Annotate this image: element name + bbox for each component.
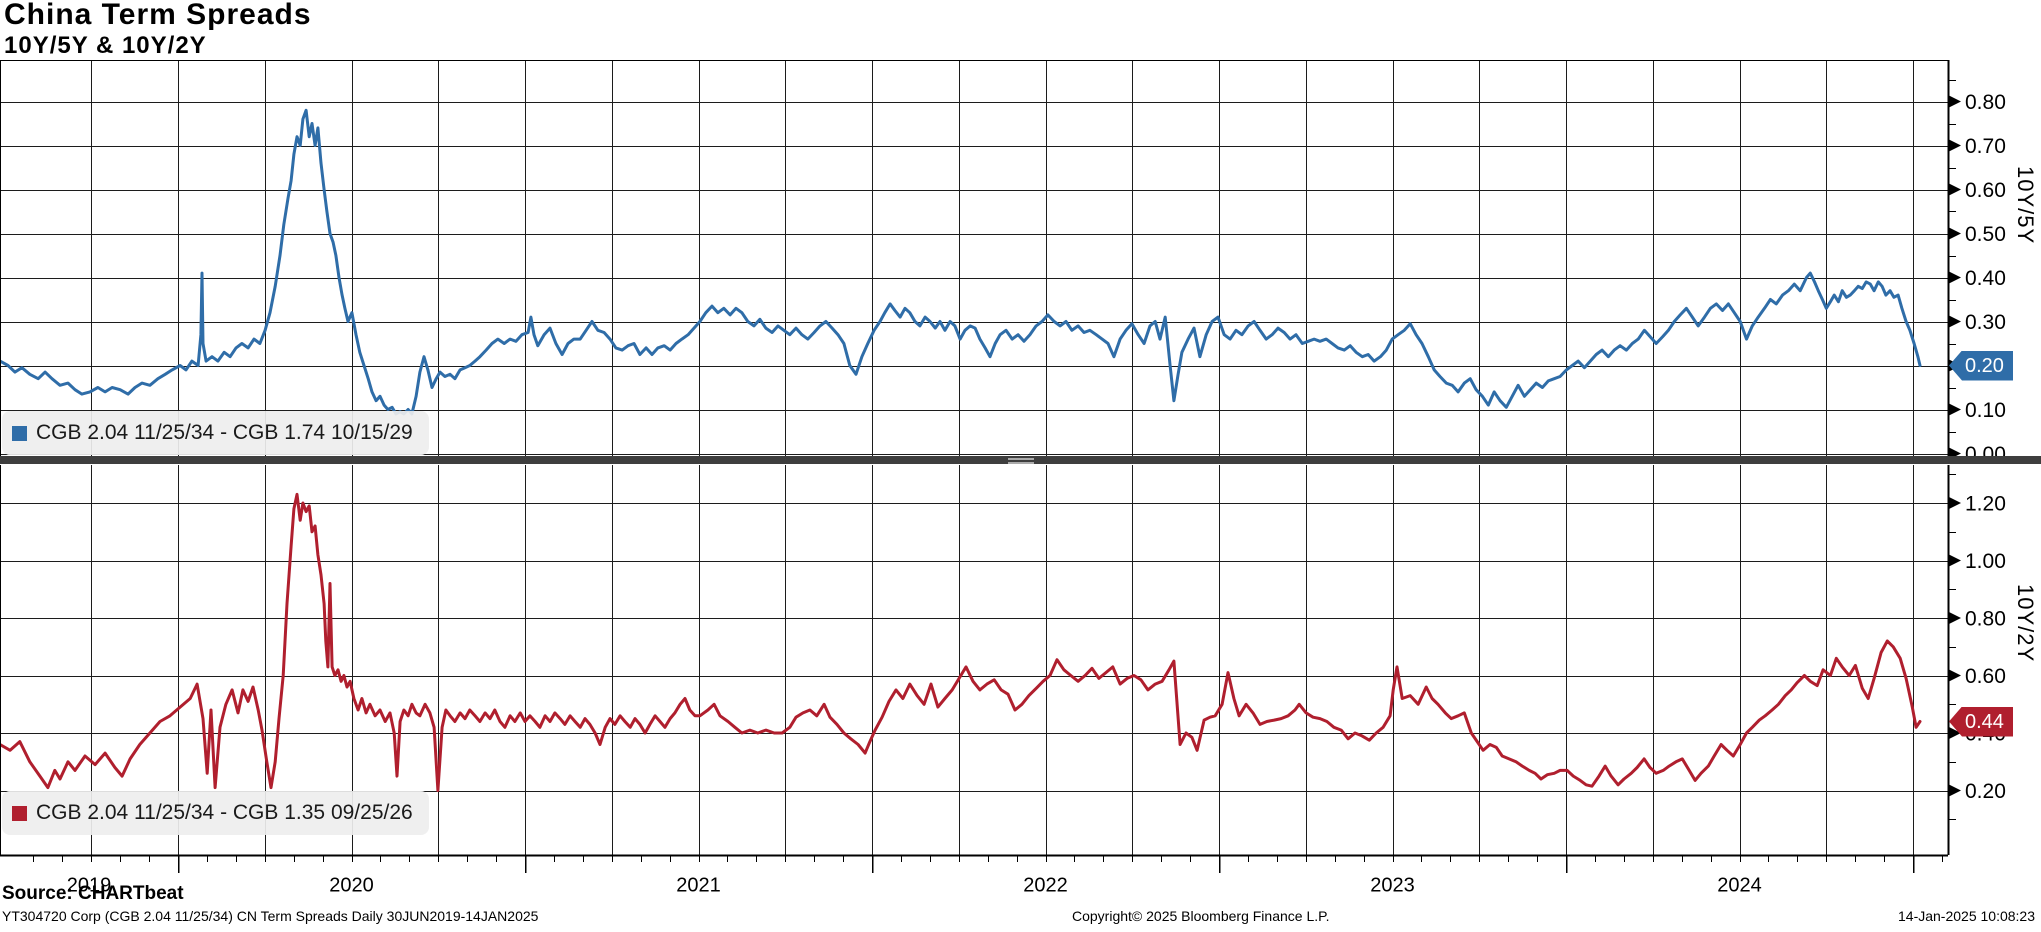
- y-tick-label: 1.20: [1965, 493, 2006, 516]
- y-tick-arrow: [1949, 139, 1961, 152]
- x-year-label: 2021: [676, 875, 721, 897]
- series-line-10y5y: [0, 108, 1922, 416]
- copyright-notice: Copyright© 2025 Bloomberg Finance L.P.: [1072, 908, 1330, 924]
- y-tick-arrow: [1949, 403, 1961, 416]
- legend-swatch-blue-icon: [12, 425, 27, 441]
- x-year-label: 2024: [1717, 875, 1762, 897]
- y-tick-arrow: [1949, 95, 1961, 108]
- legend-10y2y[interactable]: CGB 2.04 11/25/34 - CGB 1.35 09/25/26: [2, 791, 429, 835]
- y-tick-label: 0.80: [1965, 91, 2006, 114]
- legend-10y5y[interactable]: CGB 2.04 11/25/34 - CGB 1.74 10/15/29: [2, 411, 429, 455]
- y-tick-label: 0.50: [1965, 223, 2006, 246]
- y-tick-arrow: [1949, 497, 1961, 509]
- y-tick-label: 0.10: [1965, 399, 2006, 422]
- y-tick-label: 0.30: [1965, 311, 2006, 334]
- x-axis: 2019 2020 2021 2022 2023 2024: [0, 854, 1948, 897]
- security-footnote: YT304720 Corp (CGB 2.04 11/25/34) CN Ter…: [2, 908, 539, 924]
- x-year-label: 2019: [67, 875, 112, 897]
- last-value-badge-10y2y: 0.44: [1949, 706, 2013, 737]
- legend-label: CGB 2.04 11/25/34 - CGB 1.35 09/25/26: [36, 801, 413, 824]
- y-tick-arrow: [1949, 227, 1961, 240]
- y-tick-arrow: [1949, 554, 1961, 567]
- y-tick-arrow: [1949, 727, 1961, 739]
- page-subtitle: 10Y/5Y & 10Y/2Y: [4, 32, 207, 59]
- y-tick-label: 0.20: [1965, 780, 2006, 803]
- panel-separator: [0, 456, 2041, 464]
- y-axis-title-10y5y: 10Y/5Y: [2013, 166, 2038, 245]
- x-year-label: 2022: [1023, 875, 1068, 897]
- y-tick-label: 0.80: [1965, 608, 2006, 631]
- source-label: Source: CHARTbeat: [2, 883, 184, 904]
- series-line-10y2y: [0, 492, 1922, 792]
- legend-label: CGB 2.04 11/25/34 - CGB 1.74 10/15/29: [36, 421, 413, 444]
- legend-swatch-red-icon: [12, 805, 27, 821]
- y-axis-title-10y2y: 10Y/2Y: [2013, 584, 2038, 663]
- y-tick-label: 0.70: [1965, 135, 2006, 158]
- y-tick-arrow: [1949, 183, 1961, 196]
- y-tick-label: 1.00: [1965, 550, 2006, 573]
- y-tick-arrow: [1949, 669, 1961, 682]
- y-tick-label: 0.60: [1965, 665, 2006, 688]
- x-year-label: 2023: [1370, 875, 1415, 897]
- x-year-label: 2020: [329, 875, 374, 897]
- axis-10y2y: 0.200.400.600.801.001.20: [0, 465, 2006, 855]
- y-tick-label: 0.40: [1965, 267, 2006, 290]
- page-title: China Term Spreads: [4, 0, 312, 31]
- y-tick-arrow: [1949, 271, 1961, 284]
- panel-resize-handle[interactable]: [1008, 456, 1034, 465]
- y-tick-arrow: [1949, 784, 1961, 797]
- last-value-badge-10y5y: 0.20: [1949, 350, 2013, 381]
- y-tick-arrow: [1949, 315, 1961, 328]
- y-tick-label: 0.60: [1965, 179, 2006, 202]
- y-tick-arrow: [1949, 612, 1961, 624]
- timestamp: 14-Jan-2025 10:08:23: [1898, 908, 2035, 924]
- panel-10y5y: [0, 60, 1948, 456]
